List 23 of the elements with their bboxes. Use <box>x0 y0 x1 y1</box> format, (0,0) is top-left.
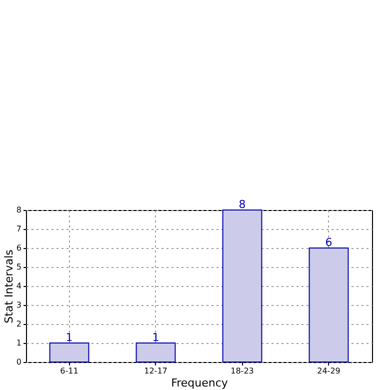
x-tick-label: 12-17 <box>144 366 168 376</box>
data-label: 1 <box>152 331 160 344</box>
data-label: 1 <box>66 331 73 344</box>
bar <box>49 342 90 362</box>
y-tick-label: 2 <box>16 320 22 328</box>
bar <box>136 342 176 362</box>
data-label: 8 <box>238 198 246 211</box>
bar <box>222 210 262 362</box>
y-tick-label: 6 <box>16 244 22 252</box>
y-axis-title: Stat Intervals <box>2 249 16 324</box>
x-tick-label: 6-11 <box>60 366 78 376</box>
bar <box>308 248 349 362</box>
y-tick-label: 3 <box>16 300 22 310</box>
x-axis-title: Frequency <box>171 376 228 390</box>
x-tick-label: 18-23 <box>230 366 254 376</box>
data-label: 6 <box>325 236 332 249</box>
y-tick-label: 8 <box>16 206 22 214</box>
y-tick-label: 4 <box>16 282 22 290</box>
y-tick-label: 1 <box>16 338 22 348</box>
x-tick-label: 24-29 <box>317 366 340 376</box>
y-tick-label: 0 <box>16 358 22 366</box>
y-tick-label: 5 <box>16 262 22 272</box>
y-tick-label: 7 <box>16 224 22 234</box>
